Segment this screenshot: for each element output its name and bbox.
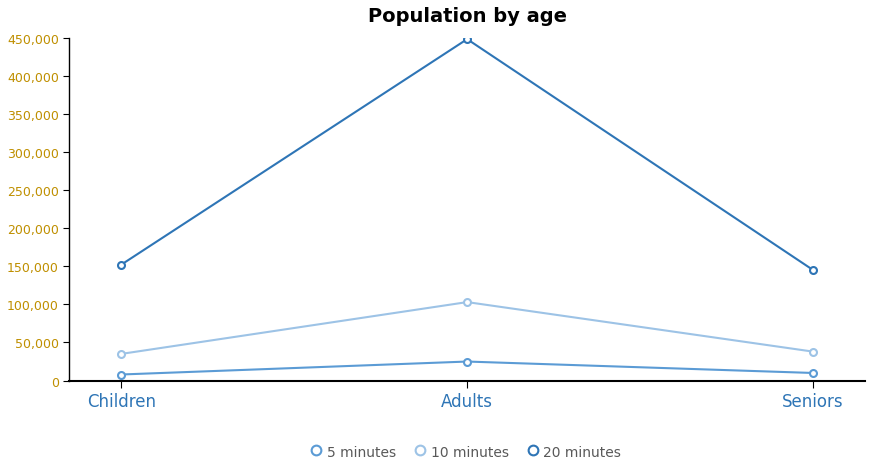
5 minutes: [808, 370, 819, 376]
5 minutes: [462, 359, 473, 365]
20 minutes: [462, 37, 473, 43]
10 minutes: [462, 299, 473, 305]
10 minutes: [808, 349, 819, 355]
20 minutes: [808, 268, 819, 273]
10 minutes: [116, 351, 126, 357]
Line: 5 minutes: 5 minutes: [118, 358, 816, 378]
20 minutes: [116, 262, 126, 268]
Line: 20 minutes: 20 minutes: [118, 37, 816, 274]
Title: Population by age: Population by age: [368, 7, 567, 26]
Line: 10 minutes: 10 minutes: [118, 299, 816, 357]
Legend: 5 minutes, 10 minutes, 20 minutes: 5 minutes, 10 minutes, 20 minutes: [308, 439, 627, 464]
5 minutes: [116, 372, 126, 377]
